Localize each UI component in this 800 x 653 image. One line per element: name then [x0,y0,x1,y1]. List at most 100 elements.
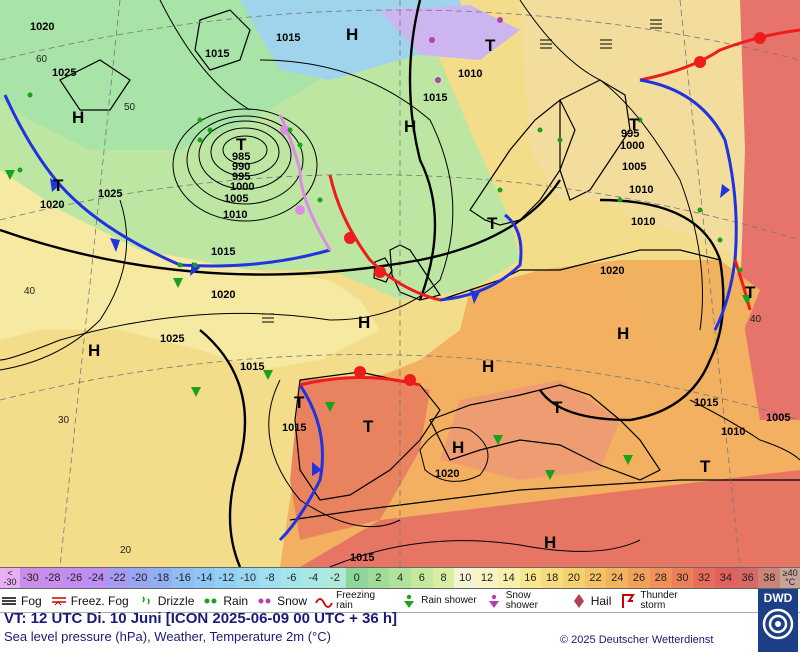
eastern-hot-land [740,0,800,420]
legend-label: Fog [21,593,42,608]
pressure-labels: 1020 1015 1025 1015 1025 1020 1015 1010 … [30,21,790,564]
scale-cell: 20 [562,568,585,588]
pressure-label: 1010 [223,209,247,221]
cold-front-east [639,78,738,331]
latitude-label: 40 [24,286,36,297]
hail-icon [570,593,588,609]
pressure-label: 1015 [211,246,235,258]
legend-item-freezing-rain: Freezing rain [315,589,392,611]
low-pressure-center: T [363,417,374,436]
legend-label: Freezing rain [336,589,376,611]
pressure-label: 995 [232,171,250,183]
legend-label: Rain [223,593,249,608]
legend-item-rain: Rain [202,593,248,609]
scale-cell: 34 [715,568,737,588]
pressure-label: 1020 [30,21,54,33]
latitude-label: 20 [120,545,132,556]
scale-cell: -8 [258,568,281,588]
pressure-centers: H H H H H H H H H T T T T T T T T T T [53,25,756,552]
copyright-text: © 2025 Deutscher Wetterdienst [560,634,714,646]
scale-cell: 4 [389,568,411,588]
scale-cell: -22 [106,568,129,588]
scale-cell: 36 [736,568,759,588]
pressure-label: 1015 [694,397,718,409]
scale-cell: 16 [519,568,542,588]
valid-time-title: VT: 12 UTC Di. 10 Juni [ICON 2025-06-09 … [4,610,398,627]
cold-front-north-sea [439,213,523,302]
scale-cell: -16 [172,568,194,588]
latitude-label: 50 [124,102,136,113]
pressure-label: 1025 [160,333,184,345]
snow-symbols [429,17,503,83]
graticule [0,0,800,567]
legend-label: Hail [590,593,612,608]
scale-cell: 10 [454,568,477,588]
snow-shower-icon [485,593,503,609]
scale-low-label: < -30 [0,568,20,588]
shower-symbols [5,170,752,480]
scale-cell: 26 [628,568,650,588]
scale-cell: -18 [150,568,173,588]
pressure-label: 1010 [629,184,653,196]
pressure-label: 1020 [600,265,624,277]
high-pressure-center: H [452,438,464,457]
pressure-label: 1025 [98,188,122,200]
rain-shower-icon [400,593,418,609]
low-pressure-center: T [485,36,496,55]
pressure-label: 1010 [631,216,655,228]
high-pressure-center: H [72,108,84,127]
scale-cell: 28 [649,568,672,588]
scale-cell: -12 [215,568,238,588]
high-pressure-center: H [544,533,556,552]
northeast-warm-land [520,0,800,300]
scale-cell: -10 [237,568,259,588]
scale-cell: -2 [324,568,346,588]
low-pressure-center: T [53,176,64,195]
central-europe-land [620,260,760,360]
legend-item-drizzle: Drizzle [137,593,195,609]
legend-item-fog: Fog [0,593,42,609]
scale-cell: -30 [20,568,42,588]
fog-icon [0,593,18,609]
pressure-label: 1015 [423,92,447,104]
weather-map: 1020 1015 1025 1015 1025 1020 1015 1010 … [0,0,800,567]
pressure-label: 1005 [224,193,248,205]
rain-symbols [17,92,743,273]
low-pressure-center: T [629,115,640,134]
high-pressure-center: H [358,313,370,332]
legend-label: Drizzle [157,593,195,608]
pressure-label: 1020 [40,199,64,211]
thunderstorm-icon [619,593,637,609]
legend-label: Freez. Fog [70,593,129,608]
dwd-logo-text: DWD [763,591,793,605]
weather-legend: Fog Freez. Fog Drizzle Rain Snow Freezing rai… [0,589,800,613]
scale-cell: -20 [128,568,151,588]
legend-item-snow-shower: Snow shower [485,590,562,611]
pressure-label: 1020 [211,289,235,301]
fog-symbols [262,19,662,323]
scale-cell: 24 [606,568,629,588]
scale-cell: 0 [345,568,368,588]
pressure-label: 1015 [282,422,306,434]
high-pressure-center: H [617,324,629,343]
drizzle-icon [137,593,155,609]
snow-icon [256,593,274,609]
scale-cell: -26 [63,568,86,588]
pressure-label: 1015 [240,361,264,373]
pressure-label: 1010 [458,68,482,80]
pressure-label: 1005 [622,161,646,173]
low-pressure-center: T [552,398,563,417]
latitude-label: 40 [750,314,762,325]
legend-item-rain-shower: Rain shower [400,593,477,609]
pressure-label: 1000 [620,140,644,152]
scale-cell: -4 [302,568,325,588]
pressure-label: 1010 [721,426,745,438]
warm-ocean-air [0,170,380,370]
legend-item-thunderstorm: Thunder storm [619,590,696,611]
scale-cell: -24 [85,568,107,588]
front-symbols [50,32,766,476]
scale-cell: -28 [41,568,64,588]
high-pressure-center: H [482,357,494,376]
scale-cell: -14 [193,568,216,588]
